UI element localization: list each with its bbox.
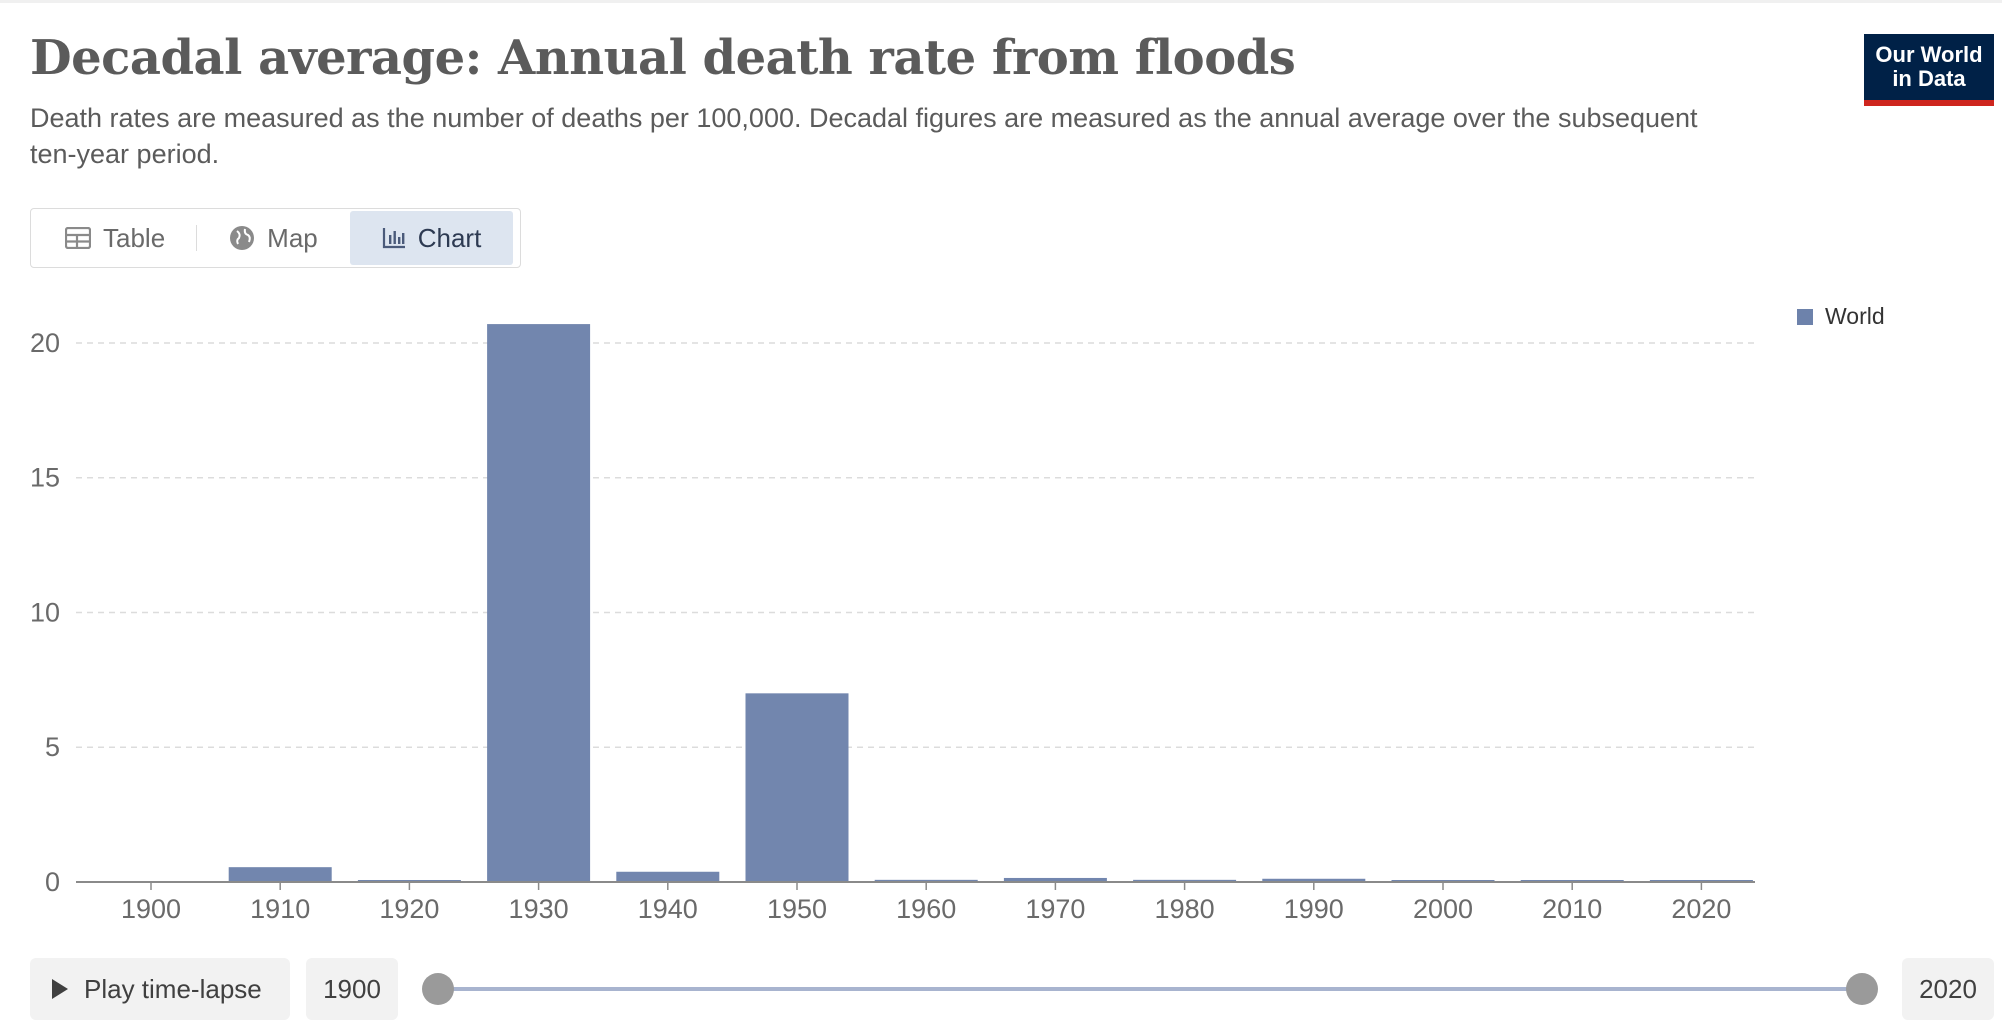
play-timelapse-label: Play time-lapse — [84, 973, 262, 1004]
play-icon — [52, 979, 68, 999]
x-tick-label: 1910 — [250, 894, 310, 924]
y-tick-label: 20 — [30, 328, 60, 358]
end-year-label: 2020 — [1902, 958, 1994, 1020]
play-timelapse-button[interactable]: Play time-lapse — [30, 958, 290, 1020]
bar-1940 — [616, 871, 720, 882]
tab-chart[interactable]: Chart — [349, 211, 514, 265]
bar-1970 — [1003, 877, 1107, 882]
tab-chart-label: Chart — [417, 222, 482, 253]
bar-1990 — [1262, 878, 1366, 882]
bar-1910 — [228, 867, 332, 882]
x-tick-label: 1950 — [767, 894, 827, 924]
x-tick-label: 1970 — [1025, 894, 1085, 924]
timeline-slider-track[interactable] — [440, 987, 1862, 991]
tab-map[interactable]: Map — [197, 211, 350, 265]
x-tick-label: 1980 — [1155, 894, 1215, 924]
y-tick-label: 0 — [45, 867, 60, 897]
legend-label: World — [1825, 303, 1885, 329]
page-title: Decadal average: Annual death rate from … — [30, 30, 1296, 86]
x-tick-label: 1940 — [638, 894, 698, 924]
logo-line-1: Our World — [1875, 42, 1983, 67]
x-tick-label: 2010 — [1542, 894, 1602, 924]
x-tick-label: 1920 — [379, 894, 439, 924]
top-border — [0, 0, 2002, 3]
y-tick-label: 10 — [30, 597, 60, 627]
start-year-label: 1900 — [306, 958, 398, 1020]
bar-1960 — [874, 879, 978, 882]
y-tick-label: 5 — [45, 732, 60, 762]
owid-logo[interactable]: Our World in Data — [1864, 34, 1994, 106]
chart-legend[interactable]: World — [1797, 303, 1885, 330]
bar-chart: 0 5 10 15 20 1900 1910 1920 1930 1940 1950 1960 1970… — [30, 324, 1755, 924]
timeline-end-handle[interactable] — [1846, 973, 1878, 1005]
timeline-start-handle[interactable] — [422, 973, 454, 1005]
bar-1930 — [487, 324, 591, 883]
x-tick-label: 2020 — [1671, 894, 1731, 924]
bar-1950 — [745, 693, 849, 882]
bar-chart-icon — [382, 228, 405, 249]
tab-map-label: Map — [267, 222, 318, 253]
x-tick-label: 1990 — [1284, 894, 1344, 924]
page-subtitle: Death rates are measured as the number o… — [30, 103, 1698, 169]
globe-icon — [230, 226, 255, 250]
legend-swatch — [1797, 308, 1813, 325]
table-icon — [65, 227, 91, 249]
x-tick-label: 1960 — [896, 894, 956, 924]
tab-table-label: Table — [103, 222, 166, 253]
view-tabs: Table Map Chart — [30, 208, 521, 268]
bar-1980 — [1133, 879, 1237, 882]
x-tick-label: 1900 — [121, 894, 181, 924]
logo-line-2: in Data — [1892, 66, 1966, 91]
tab-table[interactable]: Table — [33, 211, 198, 265]
y-tick-label: 15 — [30, 463, 60, 493]
x-tick-label: 2000 — [1413, 894, 1473, 924]
x-tick-label: 1930 — [509, 894, 569, 924]
